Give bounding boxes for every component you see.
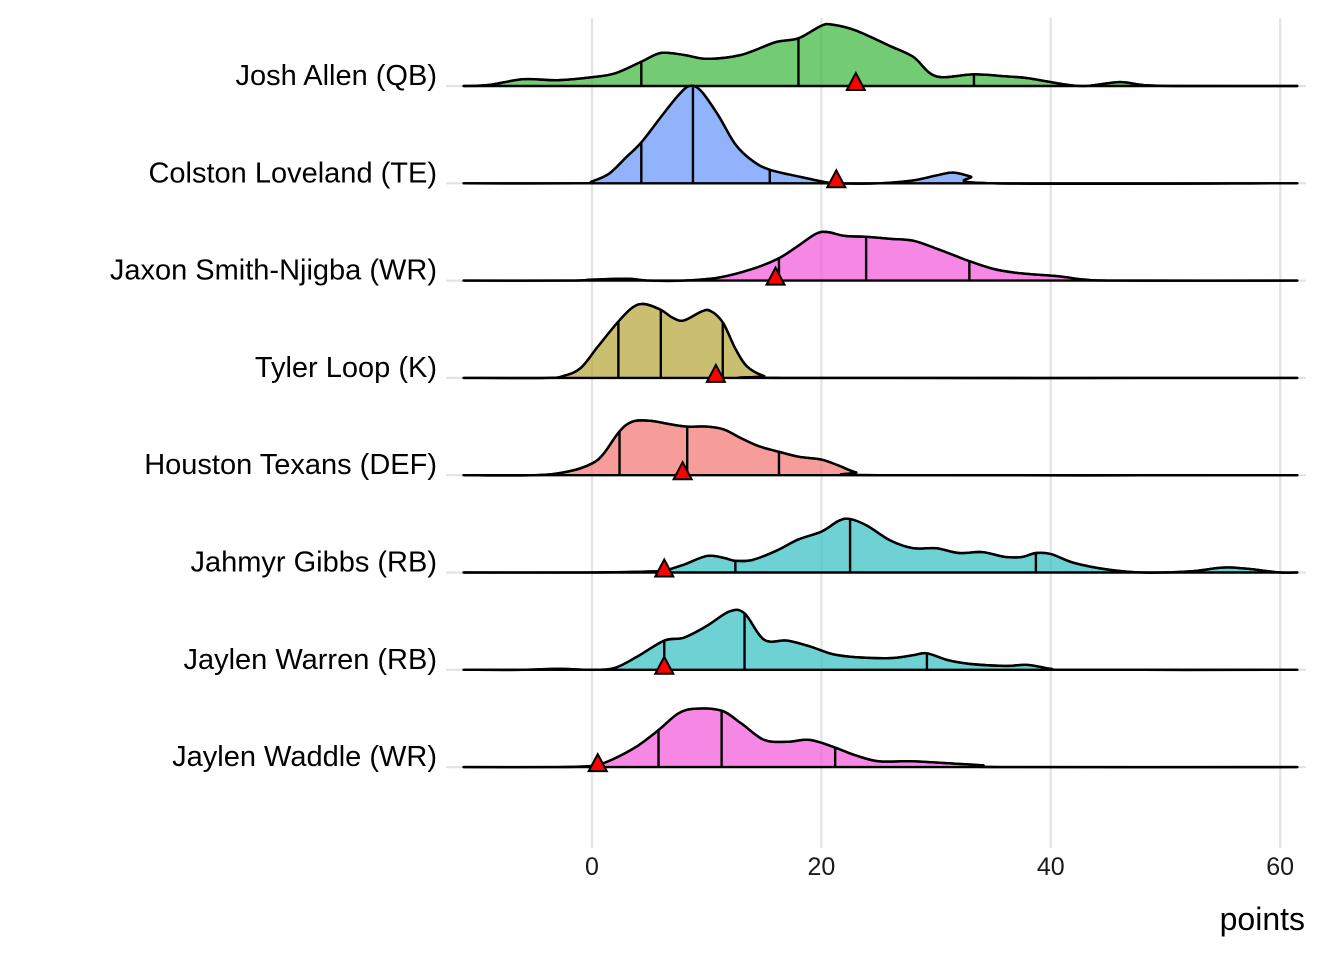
density-outline: [463, 517, 1298, 574]
ridge-series: [462, 608, 1299, 675]
x-tick-label: 0: [585, 853, 599, 881]
density-area: [462, 84, 1299, 185]
y-axis-label: Jaylen Warren (RB): [183, 644, 437, 676]
y-axis-label: Tyler Loop (K): [255, 352, 437, 384]
density-outline: [463, 230, 1298, 283]
density-area: [462, 517, 1299, 574]
ridges: [462, 22, 1299, 773]
density-outline: [463, 84, 1298, 185]
triangle-marker: [845, 70, 867, 91]
triangle-marker: [705, 362, 727, 383]
y-axis-label: Jaxon Smith-Njigba (WR): [110, 255, 437, 287]
ridge-series: [462, 419, 1299, 481]
y-axis-label: Houston Texans (DEF): [144, 449, 437, 481]
ridge-series: [462, 517, 1299, 578]
ridge-series: [462, 22, 1299, 91]
density-area: [462, 419, 1299, 477]
y-axis-labels: Josh Allen (QB) Colston Loveland (TE) Jaxo…: [110, 60, 437, 773]
ridge-series: [462, 230, 1299, 286]
triangle-marker: [764, 265, 787, 286]
grid-lines: [590, 18, 1282, 848]
density-outline: [463, 22, 1298, 88]
density-outline: [463, 302, 1298, 380]
ridge-series: [462, 302, 1299, 383]
density-area: [462, 608, 1299, 672]
triangle-marker: [671, 460, 694, 481]
y-axis-label: Josh Allen (QB): [236, 60, 437, 92]
density-area: [462, 707, 1299, 769]
triangle-marker: [587, 751, 609, 773]
x-axis-title: points: [1220, 901, 1305, 937]
triangle-marker: [653, 557, 675, 578]
density-area: [462, 230, 1299, 283]
x-tick-label: 40: [1037, 853, 1065, 881]
x-axis-tick-labels: 0 20 40 60: [585, 853, 1294, 881]
ridge-series: [462, 707, 1299, 773]
triangle-marker: [825, 168, 847, 189]
density-area: [462, 302, 1299, 380]
density-outline: [463, 608, 1298, 672]
density-outline: [463, 707, 1298, 769]
x-tick-label: 60: [1266, 853, 1294, 881]
ridge-series: [462, 84, 1299, 189]
density-outline: [463, 419, 1298, 477]
y-axis-label: Jahmyr Gibbs (RB): [190, 547, 437, 579]
y-axis-label: Colston Loveland (TE): [148, 157, 437, 189]
y-axis-label: Jaylen Waddle (WR): [172, 741, 437, 773]
x-tick-label: 20: [807, 853, 835, 881]
triangle-marker: [653, 654, 675, 675]
